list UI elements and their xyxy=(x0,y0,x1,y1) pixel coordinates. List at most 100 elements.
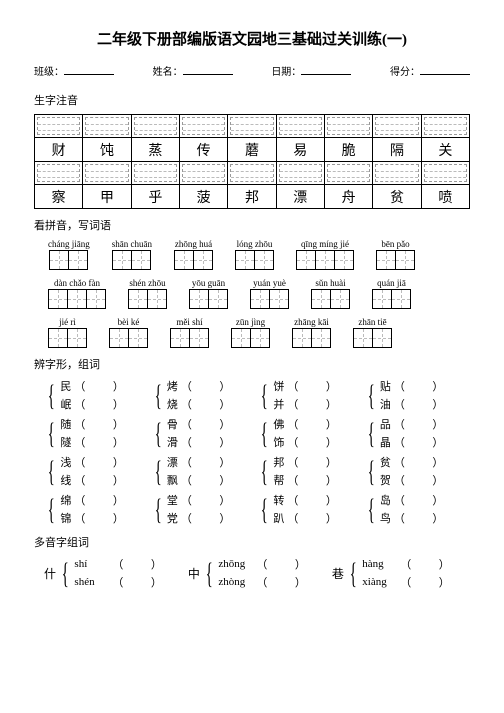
answer-paren[interactable]: （ ） xyxy=(394,510,444,526)
tian-box[interactable] xyxy=(391,289,411,309)
tian-box[interactable] xyxy=(376,250,396,270)
tian-box[interactable] xyxy=(48,328,68,348)
pinyin-cell[interactable] xyxy=(276,162,324,185)
tian-box[interactable] xyxy=(353,328,373,348)
pinyin-cell[interactable] xyxy=(83,115,131,138)
tian-box[interactable] xyxy=(269,289,289,309)
answer-paren[interactable]: （ ） xyxy=(181,472,231,488)
answer-paren[interactable]: （ ） xyxy=(74,492,124,508)
answer-paren[interactable]: （ ） xyxy=(394,396,444,412)
pinyin-cell[interactable] xyxy=(35,162,83,185)
tian-box[interactable] xyxy=(86,289,106,309)
tian-box[interactable] xyxy=(170,328,190,348)
tian-box[interactable] xyxy=(311,289,331,309)
answer-paren[interactable]: （ ） xyxy=(112,556,162,572)
answer-paren[interactable]: （ ） xyxy=(181,510,231,526)
tian-box[interactable] xyxy=(174,250,194,270)
tian-box[interactable] xyxy=(67,289,87,309)
answer-paren[interactable]: （ ） xyxy=(287,416,337,432)
answer-paren[interactable]: （ ） xyxy=(394,492,444,508)
pinyin-cell[interactable] xyxy=(179,162,227,185)
pinyin-cell[interactable] xyxy=(228,162,276,185)
answer-paren[interactable]: （ ） xyxy=(74,396,124,412)
tian-box[interactable] xyxy=(334,250,354,270)
tian-box[interactable] xyxy=(296,250,316,270)
tian-box[interactable] xyxy=(68,250,88,270)
answer-paren[interactable]: （ ） xyxy=(181,416,231,432)
pinyin-cell[interactable] xyxy=(373,162,421,185)
tian-box[interactable] xyxy=(372,289,392,309)
pinyin-cell[interactable] xyxy=(83,162,131,185)
answer-paren[interactable]: （ ） xyxy=(287,492,337,508)
tian-box[interactable] xyxy=(254,250,274,270)
answer-paren[interactable]: （ ） xyxy=(400,556,450,572)
pinyin-cell[interactable] xyxy=(228,115,276,138)
tian-row xyxy=(48,289,106,309)
pinyin-cell[interactable] xyxy=(131,162,179,185)
tian-box[interactable] xyxy=(193,250,213,270)
blank-class[interactable] xyxy=(64,64,114,75)
tian-box[interactable] xyxy=(395,250,415,270)
answer-paren[interactable]: （ ） xyxy=(112,574,162,590)
pinyin-cell[interactable] xyxy=(324,115,372,138)
tian-box[interactable] xyxy=(189,289,209,309)
pinyin-cell[interactable] xyxy=(373,115,421,138)
tian-box[interactable] xyxy=(131,250,151,270)
answer-paren[interactable]: （ ） xyxy=(394,472,444,488)
answer-paren[interactable]: （ ） xyxy=(287,396,337,412)
answer-paren[interactable]: （ ） xyxy=(181,434,231,450)
tian-box[interactable] xyxy=(330,289,350,309)
answer-paren[interactable]: （ ） xyxy=(74,510,124,526)
tian-box[interactable] xyxy=(372,328,392,348)
tian-box[interactable] xyxy=(67,328,87,348)
answer-paren[interactable]: （ ） xyxy=(181,454,231,470)
tian-box[interactable] xyxy=(49,250,69,270)
answer-paren[interactable]: （ ） xyxy=(394,454,444,470)
pinyin-cell[interactable] xyxy=(179,115,227,138)
tian-box[interactable] xyxy=(112,250,132,270)
tian-box[interactable] xyxy=(189,328,209,348)
answer-paren[interactable]: （ ） xyxy=(400,574,450,590)
answer-paren[interactable]: （ ） xyxy=(74,454,124,470)
answer-paren[interactable]: （ ） xyxy=(394,378,444,394)
tian-box[interactable] xyxy=(128,289,148,309)
tian-box[interactable] xyxy=(315,250,335,270)
tian-box[interactable] xyxy=(235,250,255,270)
answer-paren[interactable]: （ ） xyxy=(287,472,337,488)
pinyin-cell[interactable] xyxy=(421,115,469,138)
answer-paren[interactable]: （ ） xyxy=(181,492,231,508)
tian-box[interactable] xyxy=(48,289,68,309)
pinyin-cell[interactable] xyxy=(276,115,324,138)
blank-score[interactable] xyxy=(420,64,470,75)
tian-box[interactable] xyxy=(231,328,251,348)
brace-icon: { xyxy=(261,496,268,523)
answer-paren[interactable]: （ ） xyxy=(287,434,337,450)
pinyin-cell[interactable] xyxy=(131,115,179,138)
tian-box[interactable] xyxy=(292,328,312,348)
pinyin-cell[interactable] xyxy=(421,162,469,185)
answer-paren[interactable]: （ ） xyxy=(287,454,337,470)
tian-box[interactable] xyxy=(147,289,167,309)
tian-box[interactable] xyxy=(109,328,129,348)
tian-box[interactable] xyxy=(250,328,270,348)
tian-box[interactable] xyxy=(208,289,228,309)
answer-paren[interactable]: （ ） xyxy=(287,510,337,526)
blank-name[interactable] xyxy=(183,64,233,75)
answer-paren[interactable]: （ ） xyxy=(74,378,124,394)
answer-paren[interactable]: （ ） xyxy=(74,416,124,432)
tian-box[interactable] xyxy=(311,328,331,348)
answer-paren[interactable]: （ ） xyxy=(256,556,306,572)
answer-paren[interactable]: （ ） xyxy=(74,472,124,488)
pinyin-cell[interactable] xyxy=(324,162,372,185)
tian-box[interactable] xyxy=(250,289,270,309)
answer-paren[interactable]: （ ） xyxy=(181,396,231,412)
pinyin-cell[interactable] xyxy=(35,115,83,138)
answer-paren[interactable]: （ ） xyxy=(287,378,337,394)
answer-paren[interactable]: （ ） xyxy=(394,434,444,450)
blank-date[interactable] xyxy=(301,64,351,75)
answer-paren[interactable]: （ ） xyxy=(394,416,444,432)
answer-paren[interactable]: （ ） xyxy=(256,574,306,590)
answer-paren[interactable]: （ ） xyxy=(74,434,124,450)
answer-paren[interactable]: （ ） xyxy=(181,378,231,394)
tian-box[interactable] xyxy=(128,328,148,348)
